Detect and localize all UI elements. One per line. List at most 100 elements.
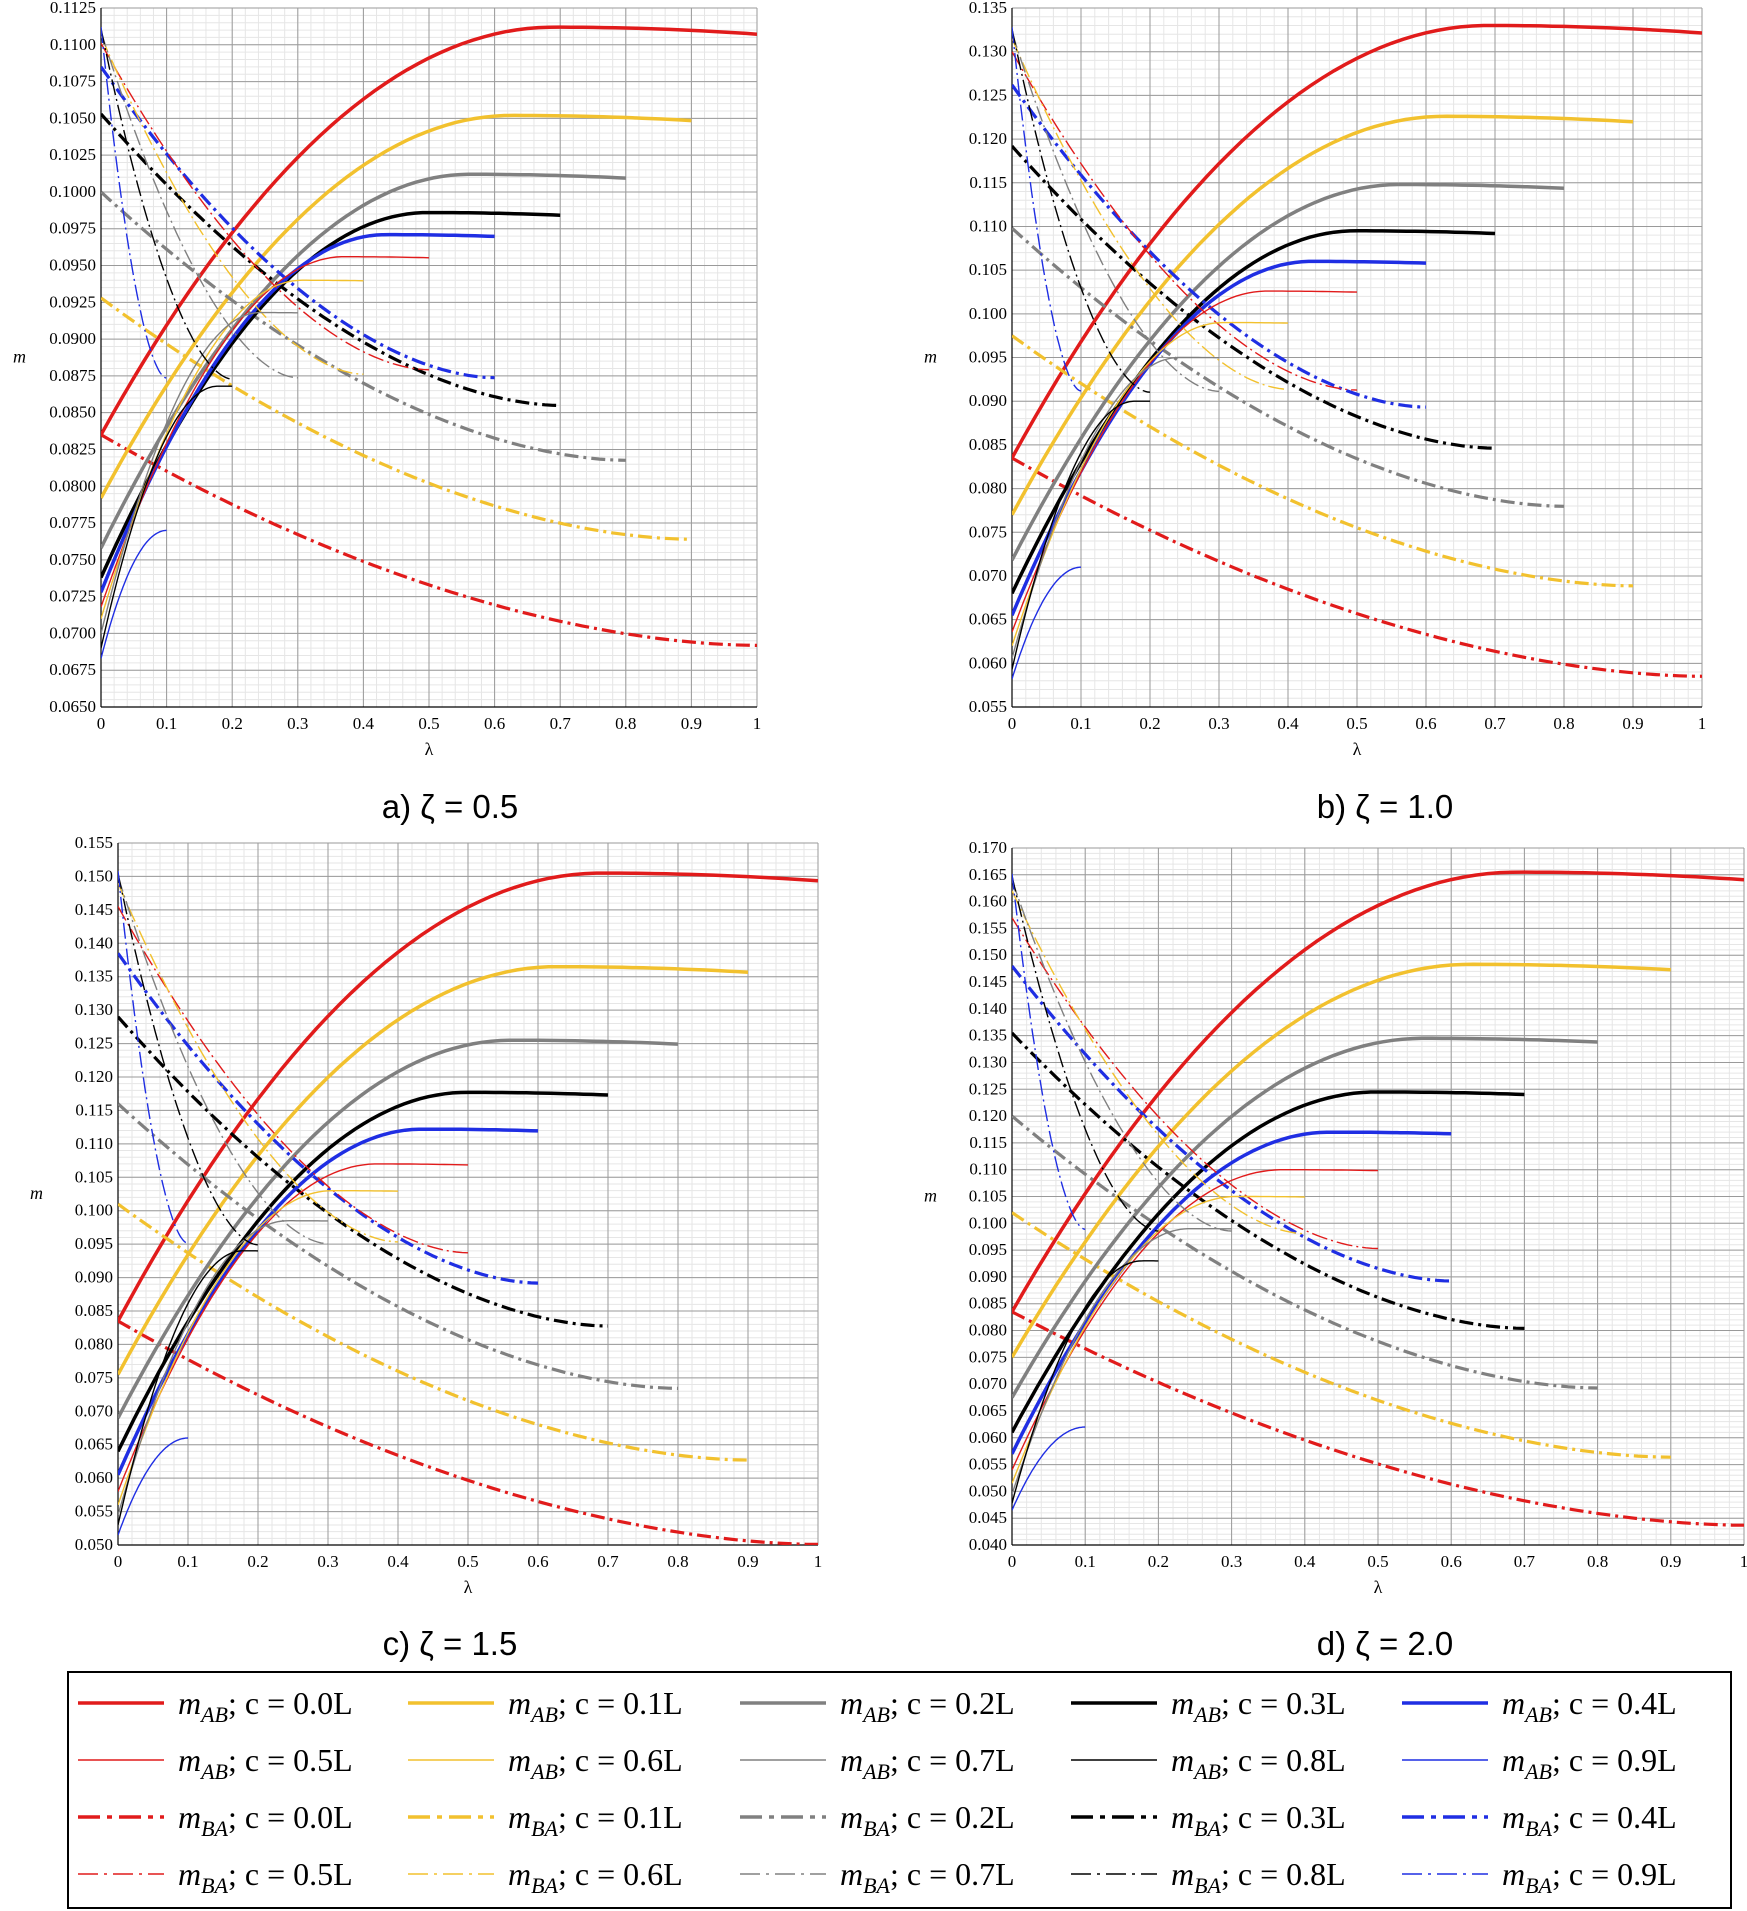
y-tick-label: 0.055 — [969, 1455, 1007, 1474]
x-tick-label: 0.7 — [1484, 714, 1506, 733]
y-tick-label: 0.150 — [75, 866, 113, 885]
series-line-mab-c3 — [1012, 229, 1496, 595]
x-axis-label: λ — [1374, 1577, 1383, 1597]
panel-caption: a) ζ = 0.5 — [382, 788, 519, 825]
series-line-mba-c4 — [1012, 965, 1452, 1283]
x-tick-label: 0.2 — [1148, 1552, 1169, 1571]
x-tick-label: 1 — [1740, 1552, 1747, 1571]
y-tick-label: 0.050 — [75, 1535, 113, 1554]
y-tick-label: 0.065 — [969, 1401, 1007, 1420]
y-tick-label: 0.165 — [969, 865, 1007, 884]
series-line-mab-c7 — [118, 1220, 328, 1516]
series-line-mba-c3 — [101, 112, 561, 408]
y-tick-label: 0.0950 — [49, 256, 96, 275]
y-tick-label: 0.115 — [75, 1100, 113, 1119]
series-line-mba-c8 — [1012, 28, 1151, 393]
x-tick-label: 0.3 — [317, 1552, 338, 1571]
series-line-mba-c2 — [118, 1102, 679, 1390]
y-tick-label: 0.090 — [75, 1268, 113, 1287]
y-tick-label: 0.125 — [75, 1034, 113, 1053]
y-tick-label: 0.055 — [969, 697, 1007, 716]
y-tick-label: 0.085 — [969, 435, 1007, 454]
y-tick-label: 0.130 — [969, 42, 1007, 61]
series-line-mba-c2 — [1012, 1114, 1598, 1390]
legend-label: mBA; c = 0.2L — [840, 1799, 1015, 1841]
panel-caption: b) ζ = 1.0 — [1317, 788, 1454, 825]
y-tick-label: 0.090 — [969, 391, 1007, 410]
series-line-mba-c1 — [101, 296, 692, 541]
y-tick-label: 0.100 — [969, 1213, 1007, 1232]
y-tick-label: 0.115 — [969, 1133, 1007, 1152]
x-tick-label: 0.4 — [387, 1552, 409, 1571]
y-tick-label: 0.135 — [969, 0, 1007, 17]
y-tick-label: 0.0850 — [49, 403, 96, 422]
series-line-mab-c7 — [1012, 356, 1219, 659]
y-tick-label: 0.0975 — [49, 219, 96, 238]
x-tick-label: 0.9 — [681, 714, 702, 733]
y-tick-label: 0.1000 — [49, 182, 96, 201]
series-line-mab-c5 — [101, 256, 430, 608]
x-axis-label: λ — [464, 1577, 473, 1597]
chart-panel-3: 0.050 0.055 0.060 0.065 0.070 0.075 0.080 0.085… — [30, 833, 822, 1662]
y-tick-label: 0.0725 — [49, 587, 96, 606]
x-tick-label: 0.1 — [177, 1552, 198, 1571]
x-tick-label: 0 — [1008, 1552, 1017, 1571]
y-tick-label: 0.050 — [969, 1481, 1007, 1500]
legend-label: mBA; c = 0.5L — [178, 1856, 353, 1898]
x-tick-label: 0.3 — [287, 714, 308, 733]
major-grid — [1011, 7, 1703, 708]
y-tick-label: 0.105 — [969, 1187, 1007, 1206]
y-tick-label: 0.070 — [969, 566, 1007, 585]
y-tick-label: 0.140 — [75, 933, 113, 952]
series-line-mba-c9 — [1012, 873, 1086, 1230]
x-tick-label: 0.7 — [550, 714, 572, 733]
series-line-mba-c3 — [118, 1015, 609, 1328]
y-tick-label: 0.100 — [969, 304, 1007, 323]
y-tick-label: 0.115 — [969, 173, 1007, 192]
y-tick-label: 0.135 — [969, 1026, 1007, 1045]
series-line-mba-c4 — [1012, 83, 1427, 409]
x-tick-label: 0.7 — [597, 1552, 619, 1571]
legend-label: mBA; c = 0.3L — [1171, 1799, 1346, 1841]
legend-label: mBA; c = 0.8L — [1171, 1856, 1346, 1898]
y-tick-label: 0.0900 — [49, 329, 96, 348]
series-line-mab-c4 — [1012, 259, 1427, 616]
y-tick-label: 0.095 — [969, 348, 1007, 367]
x-tick-label: 0.2 — [247, 1552, 268, 1571]
x-tick-label: 0.9 — [1622, 714, 1643, 733]
legend: mAB; c = 0.0L mAB; c = 0.1L mAB; c = 0.2L m… — [67, 1671, 1732, 1909]
legend-label: mBA; c = 0.4L — [1502, 1799, 1677, 1841]
x-tick-label: 1 — [814, 1552, 823, 1571]
x-axis-label: λ — [425, 739, 434, 759]
y-tick-label: 0.110 — [75, 1134, 113, 1153]
x-tick-label: 0.8 — [667, 1552, 688, 1571]
panel-caption: d) ζ = 2.0 — [1317, 1625, 1454, 1662]
y-tick-label: 0.130 — [75, 1000, 113, 1019]
series-line-mba-c5 — [1012, 51, 1358, 391]
y-tick-label: 0.0875 — [49, 366, 96, 385]
y-tick-label: 0.060 — [75, 1468, 113, 1487]
series-line-mab-c7 — [101, 311, 298, 634]
series-line-mba-c0 — [101, 433, 757, 647]
legend-label: mAB; c = 0.4L — [1502, 1685, 1677, 1727]
y-tick-label: 0.075 — [969, 522, 1007, 541]
series-line-mba-c3 — [1012, 1031, 1525, 1330]
y-tick-label: 0.155 — [969, 918, 1007, 937]
x-tick-label: 0.5 — [418, 714, 439, 733]
y-tick-label: 0.060 — [969, 653, 1007, 672]
legend-label: mAB; c = 0.3L — [1171, 1685, 1346, 1727]
y-tick-label: 0.080 — [969, 1321, 1007, 1340]
series-line-mab-c9 — [101, 529, 167, 659]
x-tick-label: 0.8 — [1553, 714, 1574, 733]
y-tick-label: 0.0825 — [49, 439, 96, 458]
series-line-mab-c0 — [118, 871, 818, 1322]
series-line-mba-c9 — [101, 27, 167, 379]
series-line-mab-c0 — [101, 25, 757, 436]
y-tick-label: 0.040 — [969, 1535, 1007, 1554]
legend-label: mBA; c = 0.6L — [508, 1856, 683, 1898]
x-tick-label: 0.9 — [737, 1552, 758, 1571]
series-line-mba-c1 — [1012, 334, 1634, 588]
y-tick-label: 0.125 — [969, 1079, 1007, 1098]
y-tick-label: 0.065 — [75, 1435, 113, 1454]
x-tick-label: 0.6 — [484, 714, 505, 733]
